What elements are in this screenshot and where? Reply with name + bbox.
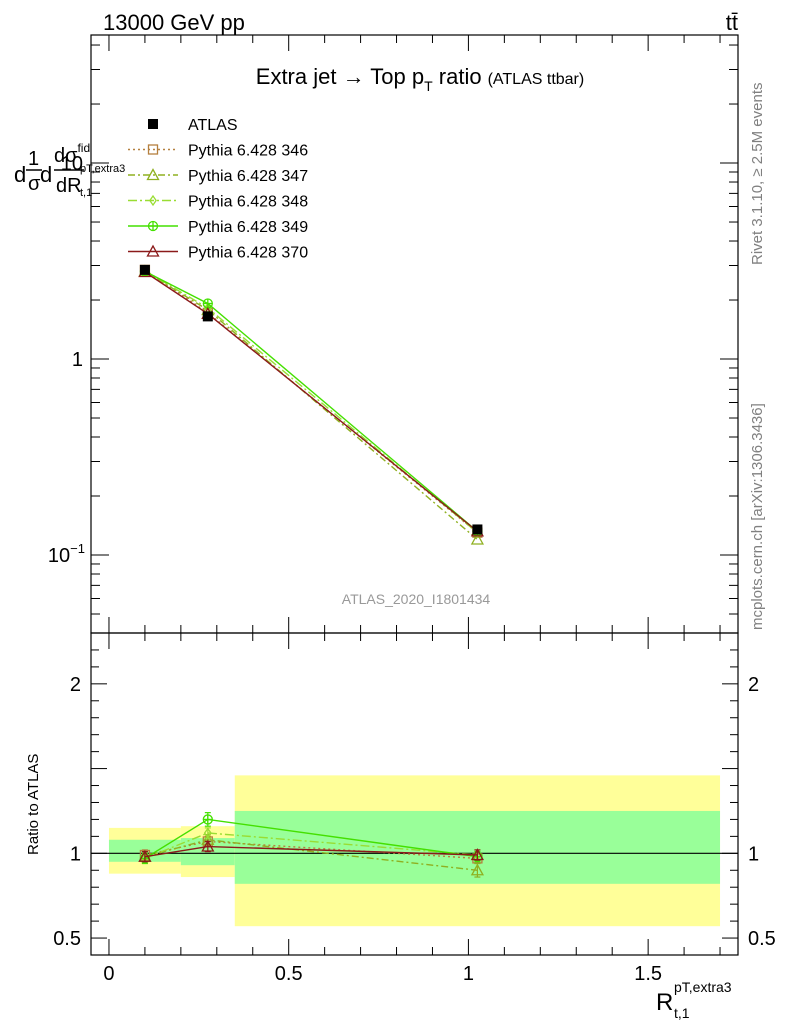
ylabel-den: dR: [56, 175, 82, 197]
main-series-1: [138, 264, 485, 545]
ratio-ytick-label-left-1: 1: [70, 843, 81, 865]
legend-label-4: Pythia 6.428 349: [188, 219, 308, 236]
main-point-1-2: [470, 532, 485, 545]
legend-entry-2: Pythia 6.428 347: [128, 168, 308, 185]
ratio-point-4-2: [470, 848, 485, 861]
ylabel-sigma: σ: [28, 173, 41, 195]
ylabel-d2: d: [40, 162, 52, 187]
legend-entry-0: ATLAS: [148, 117, 238, 134]
ylabel-num-sub: pT,extra3: [80, 163, 125, 175]
ylabel-num: dσfid: [54, 141, 90, 167]
legend-label-1: Pythia 6.428 346: [188, 143, 308, 160]
legend-marker-2: [146, 168, 160, 181]
legend-label-3: Pythia 6.428 348: [188, 194, 308, 211]
ratio-ytick-label-right-0: 0.5: [748, 928, 776, 950]
main-plot: [138, 264, 485, 545]
atlas-point-2: [472, 524, 483, 535]
ratio-xtick-label-1: 0.5: [275, 963, 303, 985]
analysis-watermark: ATLAS_2020_I1801434: [342, 591, 491, 607]
ratio-point-3-1: [202, 814, 213, 825]
main-point-3-1: [202, 298, 213, 309]
ylabel-den-sub: t,1: [80, 187, 92, 199]
x-axis-label: R: [656, 989, 673, 1016]
process-label: tt̄: [726, 10, 738, 35]
main-series-line-2: [144, 270, 478, 534]
title-main: Extra jet → Top p: [256, 64, 424, 89]
legend-label-2: Pythia 6.428 347: [188, 168, 308, 185]
legend-marker-3: [149, 194, 157, 207]
legend-entry-3: Pythia 6.428 348: [128, 194, 308, 211]
ratio-point-4-0: [138, 849, 152, 862]
ratio-series-line-2: [144, 832, 478, 860]
ratio-y-label: Ratio to ATLAS: [25, 754, 42, 855]
legend-label-0: ATLAS: [188, 117, 238, 134]
ratio-ytick-label-right-2: 2: [748, 674, 759, 696]
legend-marker-5: [146, 244, 160, 257]
ratio-xtick-label-0: 0: [103, 963, 114, 985]
legend-label-5: Pythia 6.428 370: [188, 245, 308, 262]
atlas-data: [139, 264, 483, 535]
ratio-xtick-label-2: 1: [463, 963, 474, 985]
ratio-uncertainty-bands: [91, 775, 738, 927]
main-series-line-3: [144, 270, 478, 532]
ratio-ytick-label-left-0: 0.5: [53, 928, 81, 950]
legend-marker-1: [147, 144, 159, 155]
ratio-series-4: [138, 839, 485, 863]
rivet-label: Rivet 3.1.10, ≥ 2.5M events: [749, 83, 766, 266]
main-series-line-4: [144, 271, 478, 532]
ratio-point-2-1: [203, 827, 212, 839]
legend-entry-1: Pythia 6.428 346: [128, 143, 308, 160]
ratio-ytick-label-left-2: 2: [70, 674, 81, 696]
legend-entry-4: Pythia 6.428 349: [128, 219, 308, 236]
atlas-point-0: [139, 264, 150, 275]
plot-frames: 10 1 10−1 0 0.5 1 1.5 0.5 0.5 1 1 2 2: [48, 34, 776, 985]
main-series-line-0: [144, 269, 478, 534]
main-series-4: [138, 265, 485, 537]
energy-label: 13000 GeV pp: [103, 10, 245, 35]
main-ytick-label-0: 10: [61, 153, 83, 175]
title-sub: T: [424, 78, 433, 94]
main-series-0: [139, 264, 483, 538]
ratio-point-4-1: [201, 839, 215, 852]
ylabel-d: d: [14, 162, 26, 187]
main-series-line-1: [144, 270, 478, 541]
legend-marker-4: [147, 220, 159, 232]
ratio-ytick-label-right-1: 1: [748, 843, 759, 865]
legend: ATLAS Pythia 6.428 346 Pythia 6.428 347 Pyt…: [128, 117, 308, 262]
legend-marker-0: [148, 119, 158, 129]
title-small: (ATLAS ttbar): [488, 71, 585, 88]
main-ytick-label-1: 1: [72, 349, 83, 371]
ratio-plot: [138, 812, 485, 878]
x-axis-label-sup: pT,extra3: [674, 979, 732, 995]
main-ytick-label-2: 10−1: [48, 541, 85, 567]
x-axis-label-sub: t,1: [674, 1005, 690, 1021]
ratio-xtick-label-3: 1.5: [634, 963, 662, 985]
atlas-point-1: [202, 311, 213, 322]
legend-entry-5: Pythia 6.428 370: [128, 245, 308, 262]
main-series-2: [140, 265, 482, 539]
main-title: Extra jet → Top pT ratio (ATLAS ttbar): [256, 64, 584, 94]
ylabel-one: 1: [28, 148, 39, 170]
main-series-3: [139, 266, 483, 537]
mcplots-label: mcplots.cern.ch [arXiv:1306.3436]: [749, 403, 766, 630]
ratio-frame: [90, 632, 739, 956]
ratio-point-1-2: [470, 863, 485, 876]
title-suffix: ratio: [433, 64, 482, 89]
